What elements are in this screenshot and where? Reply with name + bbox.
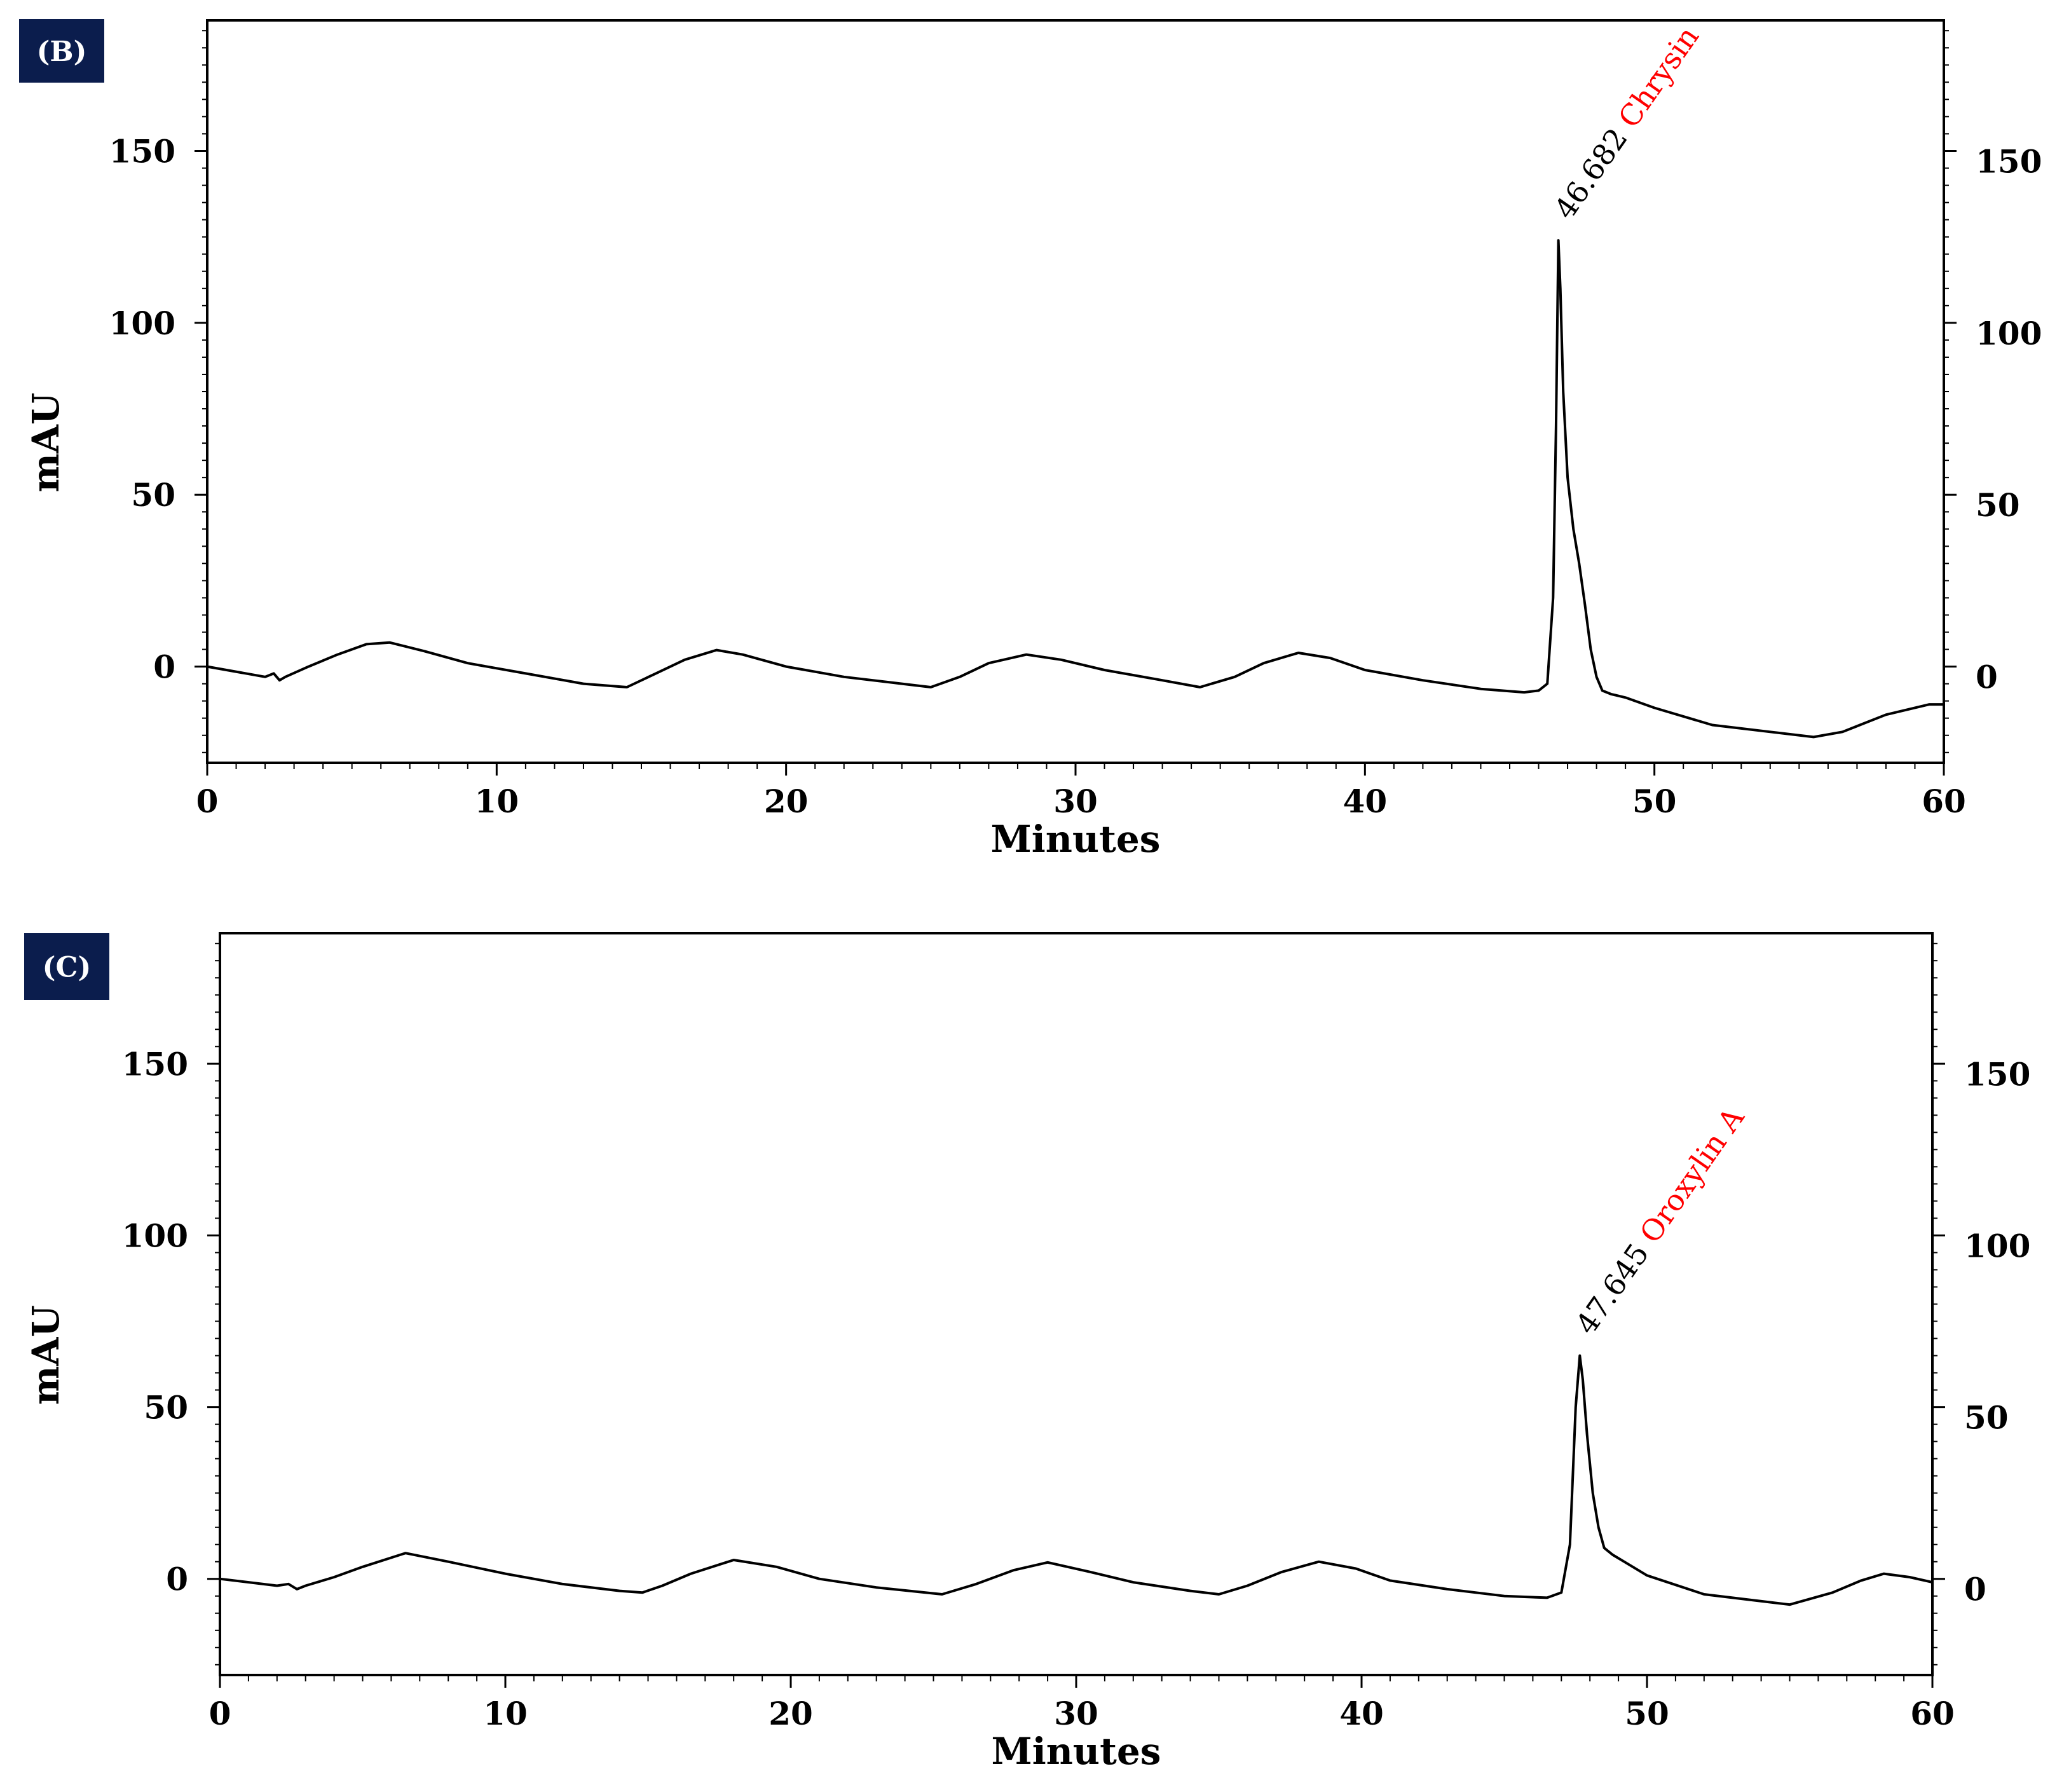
y-axis-title: mAU — [24, 1305, 67, 1405]
x-tick-label: 20 — [764, 783, 809, 820]
panel-label-box — [19, 19, 104, 83]
y-tick-label-left: 100 — [109, 304, 175, 342]
x-axis-title: Minutes — [992, 1730, 1161, 1773]
chromatogram-trace — [207, 239, 1944, 739]
peak-retention-time: 47.645 — [1569, 1229, 1661, 1341]
x-tick-label: 40 — [1343, 783, 1388, 820]
y-tick-label-right: 50 — [1964, 1399, 2009, 1437]
panel-label: (C) — [43, 952, 92, 984]
x-tick-label: 0 — [209, 1695, 231, 1732]
x-tick-label: 0 — [196, 783, 219, 820]
y-tick-label-right: 100 — [1976, 315, 2042, 352]
chromatogram-panel-b: (B) 0 10 20 30 40 50 60 0 50 100 150 0 50 100 150 Minute… — [19, 19, 2042, 861]
x-tick-label: 60 — [1922, 783, 1966, 820]
x-tick-label: 40 — [1339, 1695, 1384, 1732]
peak-compound-name: Chrysin — [1611, 20, 1705, 134]
panel-label-box — [24, 933, 109, 1000]
y-tick-label-right: 50 — [1976, 486, 2020, 524]
peak-retention-time: 46.682 — [1547, 114, 1639, 226]
y-tick-label-left: 100 — [122, 1217, 188, 1254]
x-tick-label: 50 — [1632, 783, 1677, 820]
y-tick-label-right: 0 — [1976, 659, 1998, 696]
y-tick-label-right: 150 — [1964, 1055, 2030, 1093]
y-tick-label-left: 50 — [131, 476, 175, 514]
y-tick-label-left: 0 — [166, 1561, 188, 1598]
y-tick-label-left: 150 — [122, 1045, 188, 1083]
panel-label: (B) — [37, 36, 87, 68]
x-axis-title: Minutes — [991, 817, 1161, 861]
peak-annotation: 46.682 Chrysin — [1547, 20, 1705, 226]
chromatogram-panel-c: (C) 0 10 20 30 40 50 60 0 50 100 150 0 50 100 150 Minute… — [24, 932, 2030, 1773]
y-tick-label-right: 150 — [1976, 142, 2042, 180]
x-tick-label: 60 — [1910, 1695, 1955, 1732]
y-axis-title: mAU — [24, 393, 67, 493]
x-tick-label: 10 — [483, 1695, 528, 1732]
plot-frame — [219, 932, 1934, 1676]
y-tick-label-left: 0 — [153, 648, 175, 686]
x-tick-label: 10 — [475, 783, 519, 820]
x-tick-label: 20 — [769, 1695, 813, 1732]
y-tick-label-left: 150 — [109, 132, 175, 170]
x-tick-label: 50 — [1625, 1695, 1669, 1732]
peak-compound-name: Oroxylin A — [1633, 1101, 1751, 1249]
x-tick-label: 30 — [1054, 1695, 1098, 1732]
y-tick-label-right: 100 — [1964, 1227, 2030, 1264]
peak-annotation: 47.645 Oroxylin A — [1569, 1101, 1751, 1341]
chromatogram-trace — [219, 1354, 1933, 1606]
x-tick-label: 30 — [1053, 783, 1098, 820]
plot-frame — [206, 19, 1945, 764]
y-tick-label-right: 0 — [1964, 1571, 1986, 1608]
y-tick-label-left: 50 — [144, 1389, 188, 1426]
